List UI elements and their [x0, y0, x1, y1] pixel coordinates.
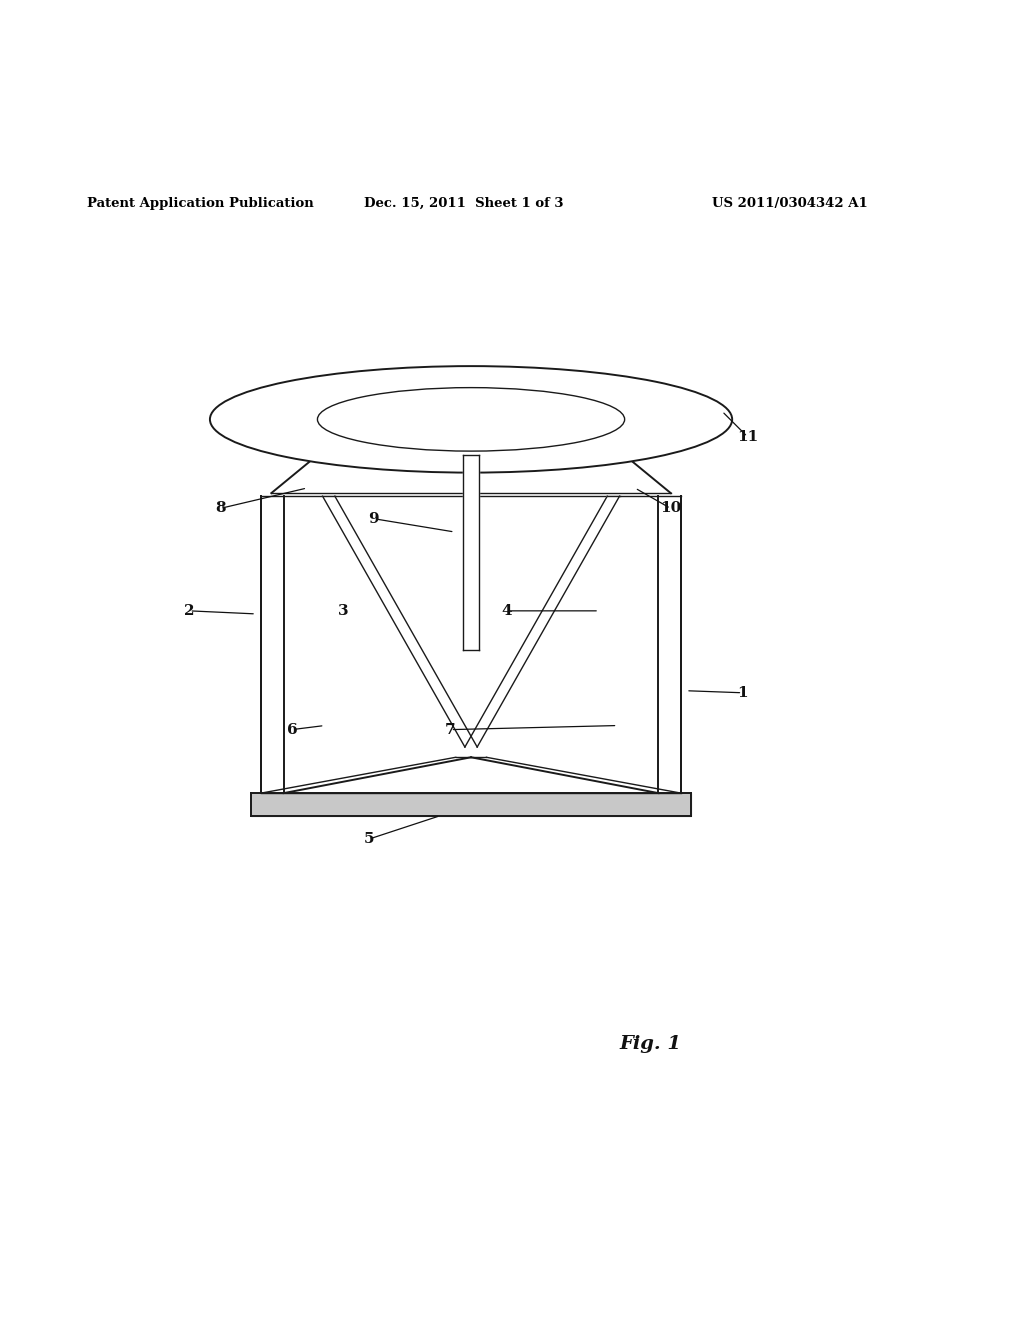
Text: Patent Application Publication: Patent Application Publication [87, 197, 313, 210]
Text: Fig. 1: Fig. 1 [620, 1035, 681, 1053]
Text: 9: 9 [369, 512, 379, 525]
Text: 3: 3 [338, 603, 348, 618]
Polygon shape [463, 455, 479, 649]
Polygon shape [261, 496, 284, 793]
Text: 6: 6 [287, 722, 297, 737]
Polygon shape [465, 496, 620, 747]
Text: 4: 4 [502, 603, 512, 618]
Polygon shape [658, 496, 681, 793]
Text: 8: 8 [215, 502, 225, 515]
Text: 5: 5 [364, 832, 374, 846]
Polygon shape [323, 496, 477, 747]
Text: 7: 7 [445, 722, 456, 737]
Text: 2: 2 [184, 603, 195, 618]
Text: US 2011/0304342 A1: US 2011/0304342 A1 [712, 197, 867, 210]
Polygon shape [251, 793, 691, 816]
Ellipse shape [210, 366, 732, 473]
Text: Dec. 15, 2011  Sheet 1 of 3: Dec. 15, 2011 Sheet 1 of 3 [364, 197, 563, 210]
Text: 11: 11 [737, 430, 758, 444]
Text: 1: 1 [737, 686, 748, 700]
Text: 10: 10 [660, 502, 681, 515]
Ellipse shape [317, 388, 625, 451]
